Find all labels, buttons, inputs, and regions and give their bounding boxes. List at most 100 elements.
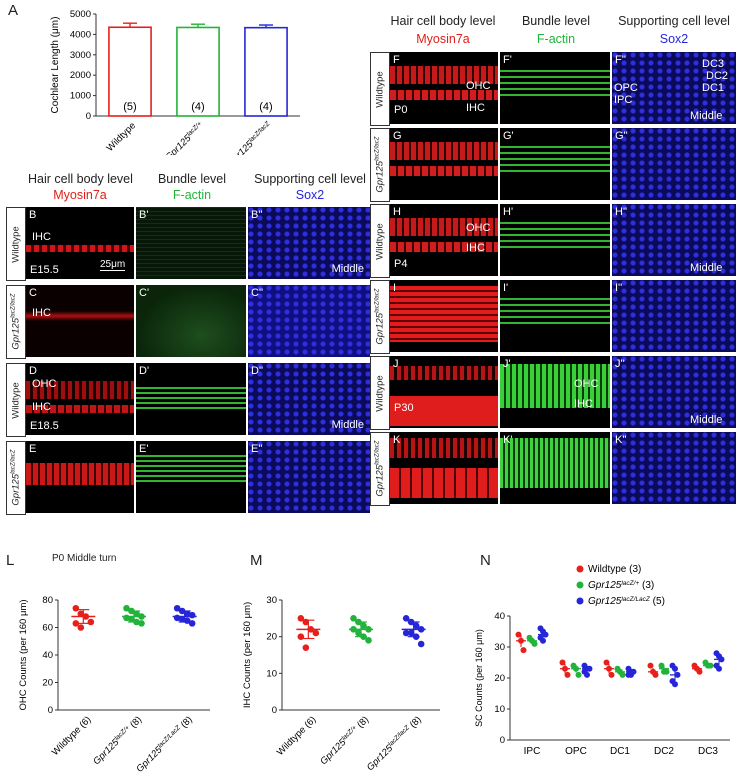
scale-bar: 25μm [100, 259, 126, 271]
y-tick-label: 0 [86, 111, 91, 122]
panel-annotation: OHC [466, 80, 491, 92]
y-tick-label: 30 [494, 642, 505, 653]
micrograph-C: C IHC [26, 285, 134, 357]
panel-annotation: P30 [394, 402, 414, 414]
panel-letter: H'' [615, 206, 628, 218]
micrograph-Ip: I' [500, 280, 610, 352]
y-tick-label: 3000 [70, 50, 91, 61]
data-point [663, 668, 670, 675]
panel-letter: G'' [615, 130, 628, 142]
y-tick-label: 0 [500, 735, 505, 746]
y-tick-label: 2000 [70, 70, 91, 81]
data-point [531, 640, 538, 647]
category-label: Gpr125lacZ/lacZ (8) [365, 714, 424, 773]
panel-annotation: OHC [466, 222, 491, 234]
y-axis-label: IHC Counts (per 160 μm) [242, 602, 253, 708]
micrograph-Kp: K' [500, 432, 610, 504]
panel-annotation: IHC [466, 102, 485, 114]
y-tick-label: 20 [42, 678, 53, 689]
micrograph-E: E [26, 441, 134, 513]
panel-annotation: DC2 [706, 70, 729, 82]
micrograph-Jpp: J'' Middle [612, 356, 736, 428]
category-label: Gpr125lacZ/+ (8) [91, 714, 144, 767]
header-bundle-2: Bundle level [521, 14, 591, 28]
panel-letter-M: M [250, 552, 263, 569]
panel-letter: K'' [615, 434, 627, 446]
data-point [417, 640, 425, 648]
legend-marker [576, 597, 584, 605]
data-point [619, 671, 626, 678]
micrograph-Fp: F' [500, 52, 610, 124]
data-point [173, 604, 181, 612]
panel-letter: J'' [615, 358, 625, 370]
data-point [407, 629, 415, 637]
micrograph-Gpp: G'' [612, 128, 736, 200]
data-point [658, 662, 665, 669]
data-point [87, 618, 95, 626]
y-axis-label: Cochlear Length (μm) [50, 17, 61, 114]
y-tick-label: 30 [266, 595, 277, 606]
micrograph-Gp: G' [500, 128, 610, 200]
micrograph-Cpp: C'' [248, 285, 370, 357]
data-point [365, 637, 372, 644]
panel-letter: F'' [615, 54, 626, 66]
data-point [647, 662, 654, 669]
data-point [183, 610, 191, 618]
category-label: Wildtype [105, 120, 139, 154]
label-myosin-2: Myosin7a [416, 32, 470, 46]
legend-marker [576, 581, 584, 589]
data-point [355, 629, 362, 637]
micrograph-Fpp: F'' DC3 DC2 DC1 OPC IPC Middle [612, 52, 736, 124]
y-tick-label: 10 [494, 704, 505, 715]
micrograph-Jp: J' OHC IHC [500, 356, 610, 428]
category-label: Gpr125lacZ/+ [163, 120, 206, 155]
header-hair-cell-2: Hair cell body level [390, 14, 496, 28]
panel-letter: G' [503, 130, 514, 142]
category-label: Gpr125lacZ/+ (8) [318, 714, 371, 767]
micrograph-J: J P30 [390, 356, 498, 428]
micrograph-Cp: C' [136, 285, 246, 357]
micrograph-D: D OHC IHC E18.5 [26, 363, 134, 435]
data-point [540, 637, 546, 644]
panel-letter: G [393, 130, 402, 142]
row-label-gpr125-laczlacz: Gpr125lacZ/lacZ [370, 280, 390, 354]
category-label: DC1 [610, 746, 630, 757]
y-tick-label: 5000 [70, 9, 91, 20]
panel-letter-A: A [8, 2, 19, 19]
category-label: Wildtype (6) [275, 714, 319, 758]
panel-letter: K [393, 434, 401, 446]
data-point [312, 629, 320, 637]
data-point [350, 615, 357, 622]
data-point [188, 611, 196, 619]
row-label-wildtype: Wildtype [6, 207, 26, 281]
charts-LMN: 0 20 40 60 80 OHC Counts (per 160 μm) Wildtype… [18, 564, 730, 775]
data-point [652, 671, 659, 678]
panel-annotation: P4 [394, 258, 408, 270]
panel-annotation: DC1 [702, 82, 725, 94]
data-point [402, 629, 410, 637]
y-tick-label: 0 [48, 705, 53, 716]
y-tick-label: 10 [266, 668, 277, 679]
y-tick-label: 80 [42, 595, 53, 606]
header-supporting: Supporting cell level [254, 172, 366, 186]
y-tick-label: 60 [42, 623, 53, 634]
panel-annotation: OPC [614, 82, 638, 94]
data-point [77, 624, 85, 631]
data-point [515, 631, 522, 638]
micrograph-Dpp: D'' Middle [248, 363, 370, 435]
micrograph-H: H OHC IHC P4 [390, 204, 498, 276]
label-sox2-2: Sox2 [659, 32, 689, 46]
micrograph-Bpp: B'' Middle [248, 207, 370, 279]
row-label-wildtype: Wildtype [370, 204, 390, 278]
panel-letter: I'' [615, 282, 623, 294]
micrograph-Hp: H' [500, 204, 610, 276]
l-title: P0 Middle turn [52, 553, 117, 564]
panel-letter: H' [503, 206, 514, 218]
bar [108, 26, 152, 117]
header-bundle: Bundle level [157, 172, 227, 186]
n-label: (4) [191, 101, 204, 113]
data-point [360, 622, 367, 629]
data-point [128, 615, 135, 623]
data-point [178, 615, 186, 623]
micrograph-K: K [390, 432, 498, 504]
